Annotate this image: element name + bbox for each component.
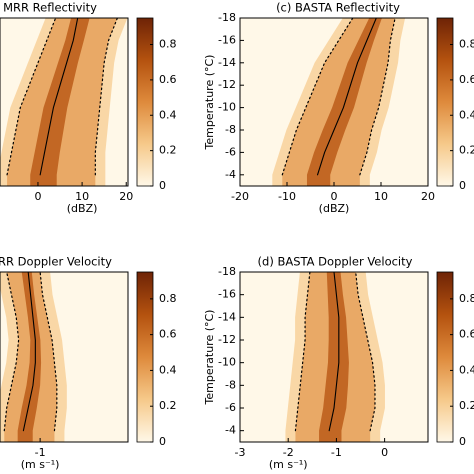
y-tick-label: -4 [225,168,236,181]
x-axis-label: (dBZ) [67,202,98,215]
y-tick-label: -12 [218,333,236,346]
mean-line [328,272,340,432]
density-core [17,272,42,442]
colorbar-tick-label: 0.8 [459,38,474,51]
colorbar-tick-label: 0.2 [459,399,474,412]
x-tick-label: -3 [235,446,246,459]
x-tick-label: -2 [283,446,294,459]
colorbar-tick-label: 0 [159,179,166,192]
chart-title: MRR Reflectivity [3,1,97,15]
colorbar-tick-label: 0.6 [159,328,177,341]
colorbar-tick-label: 0.6 [459,73,474,86]
density-core [30,18,90,186]
colorbar-tick-label: 0.2 [459,144,474,157]
percentile-line [281,18,354,176]
y-tick-label: -6 [225,401,236,414]
colorbar-tick-label: 0.8 [459,292,474,305]
plot-area [0,18,128,186]
percentile-line [355,272,376,432]
percentile-line [94,18,119,176]
x-axis-label: (m s⁻¹) [269,458,308,471]
mean-line [39,18,79,176]
x-axis-label: (dBZ) [319,202,350,215]
mean-line [22,272,36,432]
colorbar-tick-label: 0 [459,435,466,448]
chart-title: RR Doppler Velocity [0,255,112,269]
plot-frame [239,271,429,443]
colorbar [136,17,154,187]
colorbar-tick-label: 0 [159,435,166,448]
colorbar-tick-label: 0 [459,179,466,192]
y-tick-label: -16 [218,288,236,301]
colorbar-tick-label: 0.8 [159,38,177,51]
plot-area [240,18,428,186]
percentile-line [6,18,57,176]
x-tick-label: 0 [331,190,338,203]
x-tick-label: -1 [35,446,46,459]
x-tick-label: 20 [421,190,435,203]
y-tick-label: -14 [218,310,236,323]
y-tick-label: -12 [218,78,236,91]
y-tick-label: -6 [225,145,236,158]
colorbar-tick-label: 0.4 [459,363,474,376]
x-tick-label: 20 [119,190,133,203]
y-tick-label: -10 [218,356,236,369]
y-tick-label: -10 [218,101,236,114]
x-tick-label: -1 [331,446,342,459]
chart-title: (d) BASTA Doppler Velocity [258,255,413,269]
x-tick-label: -10 [278,190,296,203]
colorbar [136,271,154,443]
y-tick-label: -14 [218,56,236,69]
percentile-line [3,272,20,432]
y-tick-label: -16 [218,33,236,46]
chart-title: (c) BASTA Reflectivity [276,1,400,15]
y-axis-label: Temperature (°C) [203,55,216,151]
colorbar [436,17,454,187]
percentile-line [294,272,311,432]
y-tick-label: -8 [225,378,236,391]
colorbar-tick-label: 0.2 [159,144,177,157]
plot-frame [0,17,129,187]
x-tick-label: 0 [381,446,388,459]
percentile-line [359,18,396,176]
density-core [319,272,349,442]
x-tick-label: -20 [231,190,249,203]
colorbar-tick-label: 0.8 [159,292,177,305]
y-tick-label: -18 [218,11,236,24]
y-tick-label: -18 [218,265,236,278]
colorbar-tick-label: 0.4 [159,363,177,376]
colorbar-tick-label: 0.6 [459,328,474,341]
x-axis-label: (m s⁻¹) [21,458,60,471]
colorbar-tick-label: 0.4 [159,108,177,121]
colorbar [436,271,454,443]
mean-line [317,18,377,176]
y-axis-label: Temperature (°C) [203,310,216,406]
colorbar-tick-label: 0.4 [459,108,474,121]
colorbar-tick-label: 0.2 [159,399,177,412]
x-tick-label: 0 [34,190,41,203]
y-tick-label: -4 [225,424,236,437]
plot-area [0,272,128,442]
percentile-line [39,272,58,432]
y-tick-label: -8 [225,123,236,136]
colorbar-tick-label: 0.6 [159,73,177,86]
x-tick-label: 10 [75,190,89,203]
plot-area [240,272,428,442]
plot-frame [0,271,129,443]
density-core [306,18,382,186]
x-tick-label: 10 [374,190,388,203]
